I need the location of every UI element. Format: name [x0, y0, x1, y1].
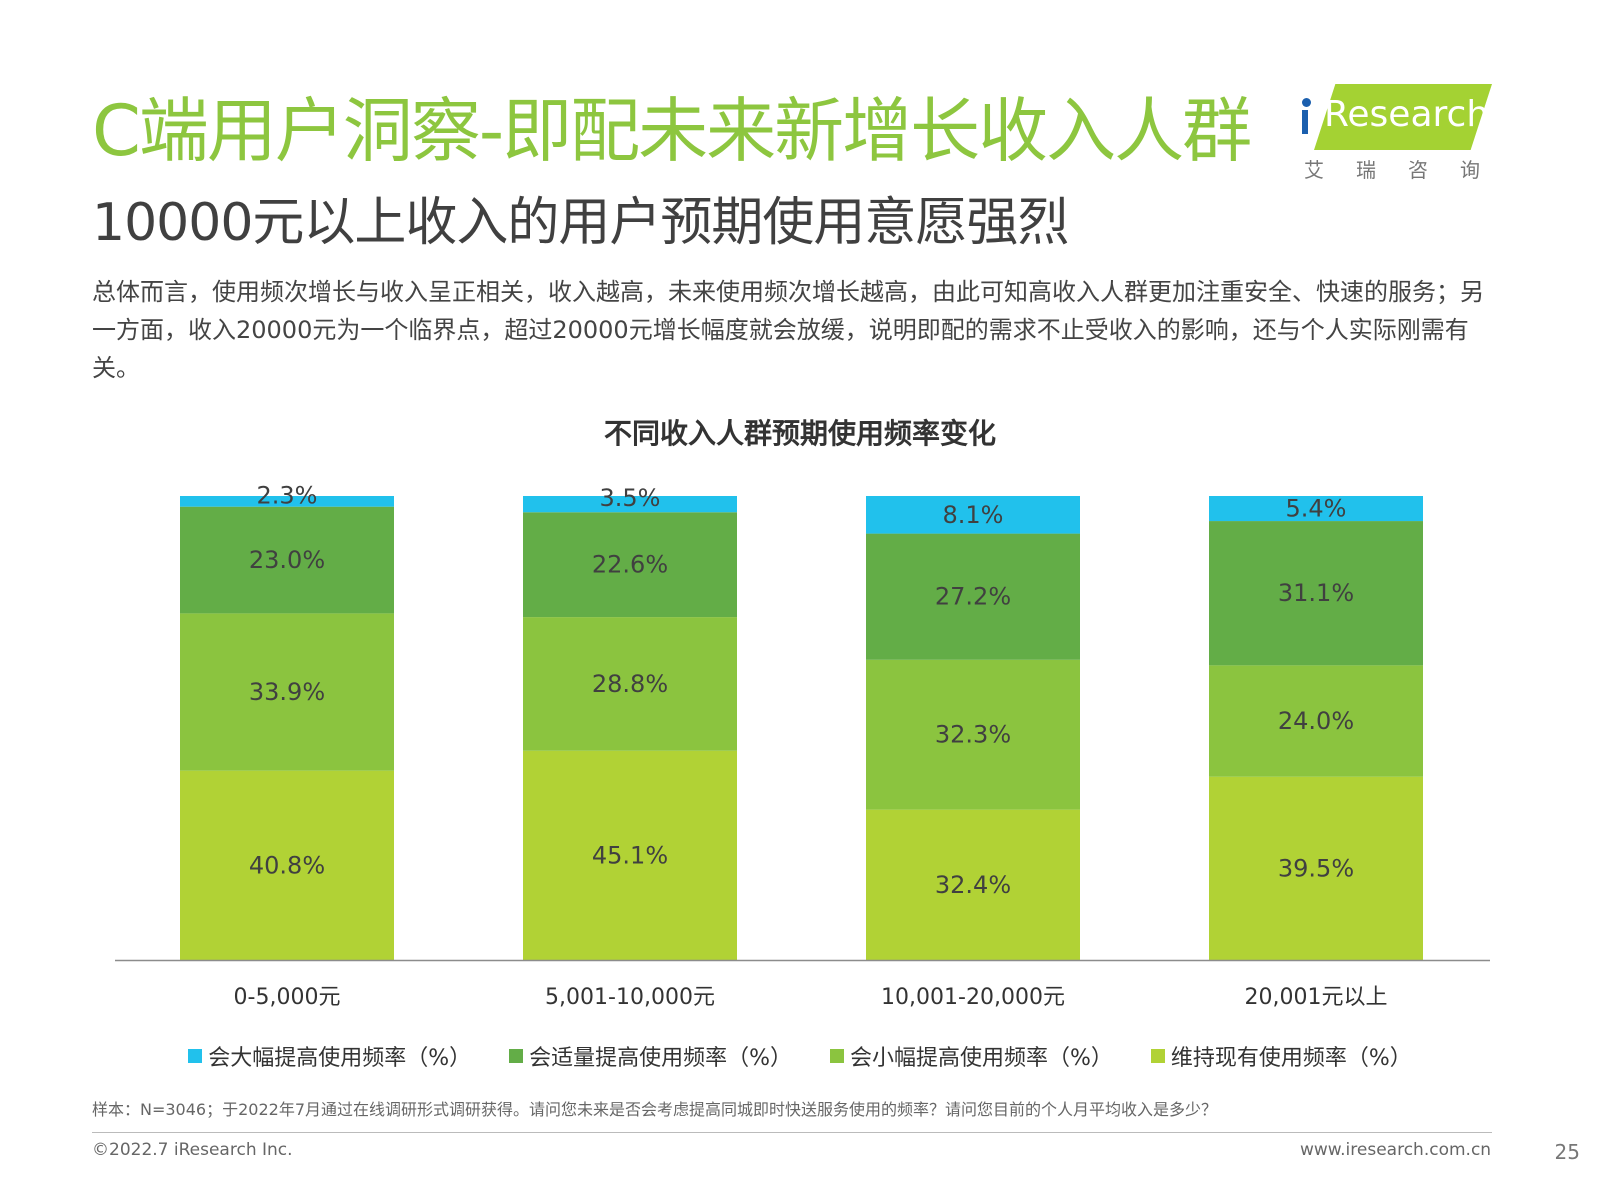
x-tick-label: 0-5,000元: [234, 985, 341, 1010]
legend-swatch: [509, 1049, 524, 1063]
bar-segment: [180, 506, 394, 614]
footer-divider: [92, 1132, 1492, 1133]
page-title: C端用户洞察-即配未来新增长收入人群: [92, 90, 1252, 172]
bar-segment: [1209, 665, 1423, 777]
logo-i-icon: [1302, 110, 1308, 134]
logo-mark: [1314, 84, 1492, 150]
stacked-bar-chart: 40.8% 33.9% 23.0% 2.3% 0-5,000元 45.1% 28.8% 22.…: [115, 481, 1490, 1010]
legend-swatch: [1150, 1049, 1165, 1063]
bar-segment: [180, 770, 394, 960]
bar-value-label: 28.8%: [592, 670, 668, 698]
bar-segment: [866, 496, 1080, 534]
bar-segment: [180, 613, 394, 771]
legend-label: 会大幅提高使用频率（%）: [208, 1046, 472, 1071]
legend-item: 会适量提高使用频率（%）: [509, 1040, 792, 1072]
x-tick-label: 20,001元以上: [1245, 985, 1388, 1010]
copyright-text: ©2022.7 iResearch Inc.: [92, 1140, 293, 1160]
legend-label: 会适量提高使用频率（%）: [529, 1046, 792, 1071]
sample-footnote: 样本：N=3046；于2022年7月通过在线调研形式调研获得。请问您未来是否会考…: [92, 1100, 1217, 1119]
bar-value-label: 22.6%: [592, 551, 668, 579]
bar-value-label: 32.3%: [935, 721, 1011, 749]
logo-brand-cn: 艾瑞咨询: [1304, 158, 1492, 182]
bar-value-label: 31.1%: [1278, 579, 1354, 607]
bar-segment: [523, 617, 737, 751]
bar-segment: [523, 512, 737, 618]
bar-segment: [523, 750, 737, 960]
bar-segment: [866, 533, 1080, 660]
bar-segment: [1209, 496, 1423, 522]
x-tick-label: 10,001-20,000元: [881, 985, 1065, 1010]
x-tick-label: 5,001-10,000元: [545, 985, 715, 1010]
legend-label: 会小幅提高使用频率（%）: [850, 1046, 1113, 1071]
iresearch-logo: Research 艾瑞咨询: [1300, 84, 1500, 184]
legend-item: 会大幅提高使用频率（%）: [188, 1040, 471, 1072]
bar-segment: [866, 659, 1080, 810]
bar-segment: [180, 496, 394, 507]
bar-value-label: 33.9%: [249, 678, 325, 706]
website-link[interactable]: www.iresearch.com.cn: [1300, 1140, 1492, 1160]
legend-item: 会小幅提高使用频率（%）: [830, 1040, 1113, 1072]
page-number: 25: [1554, 1140, 1580, 1164]
bar-value-label: 2.3%: [257, 481, 318, 509]
bar-value-label: 8.1%: [943, 501, 1004, 529]
bar-value-label: 45.1%: [592, 841, 668, 869]
bar-segment: [866, 809, 1080, 960]
bar-value-label: 27.2%: [935, 583, 1011, 611]
bar-value-label: 32.4%: [935, 871, 1011, 899]
logo-dot-icon: [1302, 98, 1311, 107]
bar-value-label: 3.5%: [600, 484, 661, 512]
description-text: 总体而言，使用频次增长与收入呈正相关，收入越高，未来使用频次增长越高，由此可知高…: [92, 278, 1484, 382]
logo-brand-text: Research: [1324, 94, 1490, 135]
legend-swatch: [830, 1049, 844, 1063]
chart-legend: 会大幅提高使用频率（%） 会适量提高使用频率（%） 会小幅提高使用频率（%） 维持现有…: [0, 1040, 1600, 1072]
bar-segment: [1209, 776, 1423, 960]
bar-value-label: 39.5%: [1278, 854, 1354, 882]
legend-item: 维持现有使用频率（%）: [1150, 1040, 1412, 1072]
legend-label: 维持现有使用频率（%）: [1170, 1046, 1412, 1071]
chart-title: 不同收入人群预期使用频率变化: [603, 417, 996, 450]
bar-value-label: 40.8%: [249, 851, 325, 879]
bar-segment: [1209, 521, 1423, 666]
bar-value-label: 23.0%: [249, 546, 325, 574]
legend-swatch: [188, 1049, 203, 1063]
bar-value-label: 5.4%: [1286, 495, 1347, 523]
bar-segment: [523, 496, 737, 513]
page-subtitle: 10000元以上收入的用户预期使用意愿强烈: [92, 193, 1069, 253]
bar-value-label: 24.0%: [1278, 707, 1354, 735]
